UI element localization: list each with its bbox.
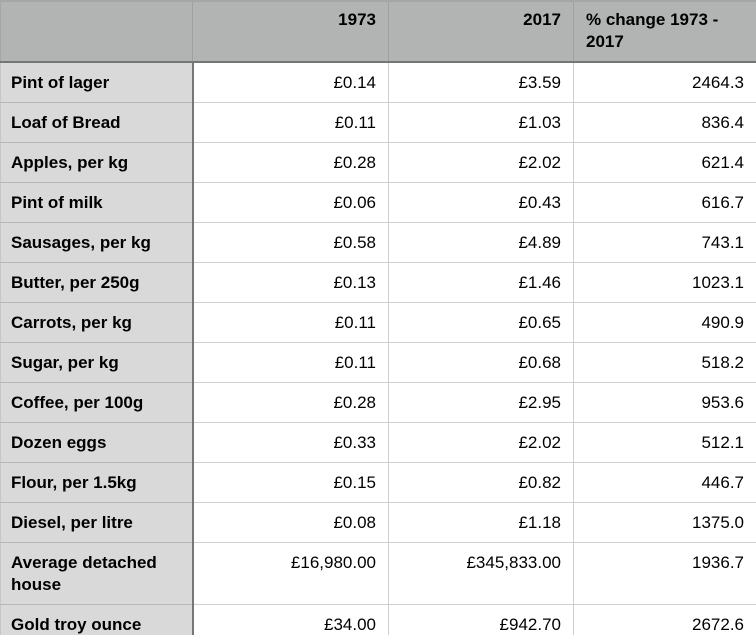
pct-change-cell: 512.1	[573, 422, 756, 463]
row-label-cell: Flour, per 1.5kg	[0, 462, 194, 503]
row-label-cell: Sugar, per kg	[0, 342, 194, 383]
price-2017-cell: £345,833.00	[388, 542, 574, 605]
price-2017-cell: £2.02	[388, 142, 574, 183]
row-label-cell: Carrots, per kg	[0, 302, 194, 343]
table-row: Sugar, per kg £0.11 £0.68 518.2	[0, 342, 756, 383]
row-label-cell: Loaf of Bread	[0, 102, 194, 143]
table-row: Gold troy ounce £34.00 £942.70 2672.6	[0, 604, 756, 635]
price-2017-cell: £1.03	[388, 102, 574, 143]
pct-change-cell: 446.7	[573, 462, 756, 503]
pct-change-cell: 953.6	[573, 382, 756, 423]
table-body: Pint of lager £0.14 £3.59 2464.3 Loaf of…	[0, 62, 756, 635]
pct-change-cell: 1023.1	[573, 262, 756, 303]
price-1973-cell: £0.14	[192, 62, 389, 103]
pct-change-cell: 490.9	[573, 302, 756, 343]
price-1973-cell: £0.28	[192, 142, 389, 183]
header-cell-1973: 1973	[192, 0, 389, 63]
row-label-cell: Diesel, per litre	[0, 502, 194, 543]
header-cell-pct-change: % change 1973 - 2017	[573, 0, 756, 63]
price-1973-cell: £0.06	[192, 182, 389, 223]
pct-change-cell: 2464.3	[573, 62, 756, 103]
price-2017-cell: £1.18	[388, 502, 574, 543]
price-2017-cell: £4.89	[388, 222, 574, 263]
price-2017-cell: £0.65	[388, 302, 574, 343]
price-1973-cell: £0.11	[192, 342, 389, 383]
table-row: Average detached house £16,980.00 £345,8…	[0, 542, 756, 605]
table-row: Apples, per kg £0.28 £2.02 621.4	[0, 142, 756, 183]
price-1973-cell: £0.13	[192, 262, 389, 303]
row-label-cell: Gold troy ounce	[0, 604, 194, 635]
price-2017-cell: £0.68	[388, 342, 574, 383]
pct-change-cell: 1936.7	[573, 542, 756, 605]
header-cell-2017: 2017	[388, 0, 574, 63]
price-2017-cell: £0.82	[388, 462, 574, 503]
price-1973-cell: £0.08	[192, 502, 389, 543]
pct-change-cell: 743.1	[573, 222, 756, 263]
price-2017-cell: £1.46	[388, 262, 574, 303]
price-1973-cell: £0.28	[192, 382, 389, 423]
price-1973-cell: £0.33	[192, 422, 389, 463]
table-row: Sausages, per kg £0.58 £4.89 743.1	[0, 222, 756, 263]
row-label-cell: Sausages, per kg	[0, 222, 194, 263]
row-label-cell: Coffee, per 100g	[0, 382, 194, 423]
row-label-cell: Butter, per 250g	[0, 262, 194, 303]
pct-change-cell: 621.4	[573, 142, 756, 183]
row-label-cell: Pint of lager	[0, 62, 194, 103]
price-2017-cell: £2.95	[388, 382, 574, 423]
table-row: Pint of lager £0.14 £3.59 2464.3	[0, 62, 756, 103]
table-row: Dozen eggs £0.33 £2.02 512.1	[0, 422, 756, 463]
table-row: Butter, per 250g £0.13 £1.46 1023.1	[0, 262, 756, 303]
table-row: Pint of milk £0.06 £0.43 616.7	[0, 182, 756, 223]
price-1973-cell: £16,980.00	[192, 542, 389, 605]
pct-change-cell: 2672.6	[573, 604, 756, 635]
price-2017-cell: £0.43	[388, 182, 574, 223]
pct-change-cell: 518.2	[573, 342, 756, 383]
table-row: Flour, per 1.5kg £0.15 £0.82 446.7	[0, 462, 756, 503]
pct-change-cell: 836.4	[573, 102, 756, 143]
header-cell-item	[0, 0, 193, 63]
price-2017-cell: £3.59	[388, 62, 574, 103]
table-row: Carrots, per kg £0.11 £0.65 490.9	[0, 302, 756, 343]
price-1973-cell: £34.00	[192, 604, 389, 635]
price-2017-cell: £2.02	[388, 422, 574, 463]
price-2017-cell: £942.70	[388, 604, 574, 635]
row-label-cell: Pint of milk	[0, 182, 194, 223]
price-1973-cell: £0.58	[192, 222, 389, 263]
pct-change-cell: 1375.0	[573, 502, 756, 543]
table-row: Coffee, per 100g £0.28 £2.95 953.6	[0, 382, 756, 423]
row-label-cell: Dozen eggs	[0, 422, 194, 463]
row-label-cell: Apples, per kg	[0, 142, 194, 183]
table-row: Diesel, per litre £0.08 £1.18 1375.0	[0, 502, 756, 543]
price-1973-cell: £0.15	[192, 462, 389, 503]
price-1973-cell: £0.11	[192, 102, 389, 143]
row-label-cell: Average detached house	[0, 542, 194, 605]
table-row: Loaf of Bread £0.11 £1.03 836.4	[0, 102, 756, 143]
header-row: 1973 2017 % change 1973 - 2017	[0, 0, 756, 63]
price-1973-cell: £0.11	[192, 302, 389, 343]
pct-change-cell: 616.7	[573, 182, 756, 223]
